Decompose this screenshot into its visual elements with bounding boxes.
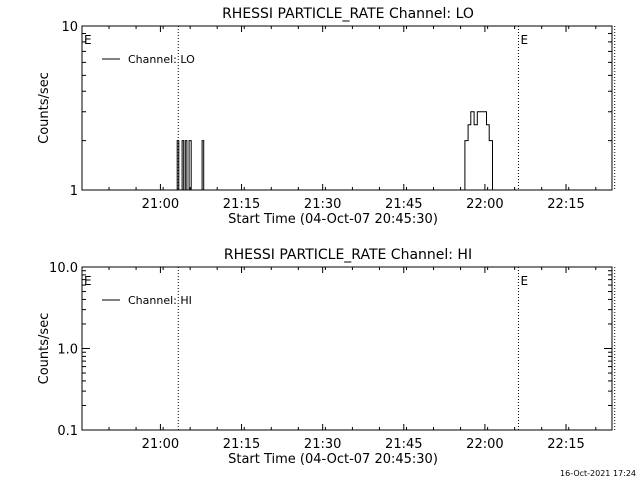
footer-timestamp: 16-Oct-2021 17:24 (560, 469, 636, 478)
x-tick-label: 22:00 (466, 197, 503, 212)
legend-label: Channel: LO (128, 53, 195, 66)
y-tick-label: 0.1 (57, 424, 78, 439)
x-axis-label: Start Time (04-Oct-07 20:45:30) (228, 212, 438, 227)
y-tick-label: 10.0 (49, 261, 78, 276)
event-marker-label: E (84, 274, 92, 288)
event-marker-label: E (84, 33, 92, 47)
x-tick-label: 21:00 (142, 197, 179, 212)
y-axis-label: Counts/sec (37, 72, 52, 144)
y-tick-label: 10 (61, 20, 78, 35)
chart-title: RHESSI PARTICLE_RATE Channel: LO (222, 6, 474, 22)
x-tick-label: 21:15 (223, 197, 260, 212)
x-tick-label: 22:00 (466, 437, 503, 452)
chart-panel-1: RHESSI PARTICLE_RATE Channel: LO 21:00 21:… (37, 6, 616, 227)
x-tick-label: 22:15 (547, 197, 584, 212)
plot-frame (81, 25, 613, 191)
y-axis-label: Counts/sec (37, 313, 52, 385)
event-marker-label: E (520, 33, 528, 47)
x-tick-label: 21:45 (385, 437, 422, 452)
x-tick-label: 21:30 (304, 437, 341, 452)
x-tick-label: 22:15 (547, 437, 584, 452)
x-tick-label: 21:30 (304, 197, 341, 212)
series-line-1 (82, 111, 569, 191)
x-axis-label: Start Time (04-Oct-07 20:45:30) (228, 452, 438, 467)
x-tick-label: 21:45 (385, 197, 422, 212)
y-tick-label: 1.0 (57, 343, 78, 358)
x-tick-label: 21:00 (142, 437, 179, 452)
plot-frame (81, 266, 613, 431)
x-tick-label: 21:15 (223, 437, 260, 452)
y-tick-label: 1 (70, 184, 78, 199)
legend-label: Channel: HI (128, 294, 192, 307)
chart-title: RHESSI PARTICLE_RATE Channel: HI (224, 247, 472, 263)
event-marker-label: E (520, 274, 528, 288)
chart-panel-2: RHESSI PARTICLE_RATE Channel: HI 21:00 21:… (37, 247, 616, 467)
